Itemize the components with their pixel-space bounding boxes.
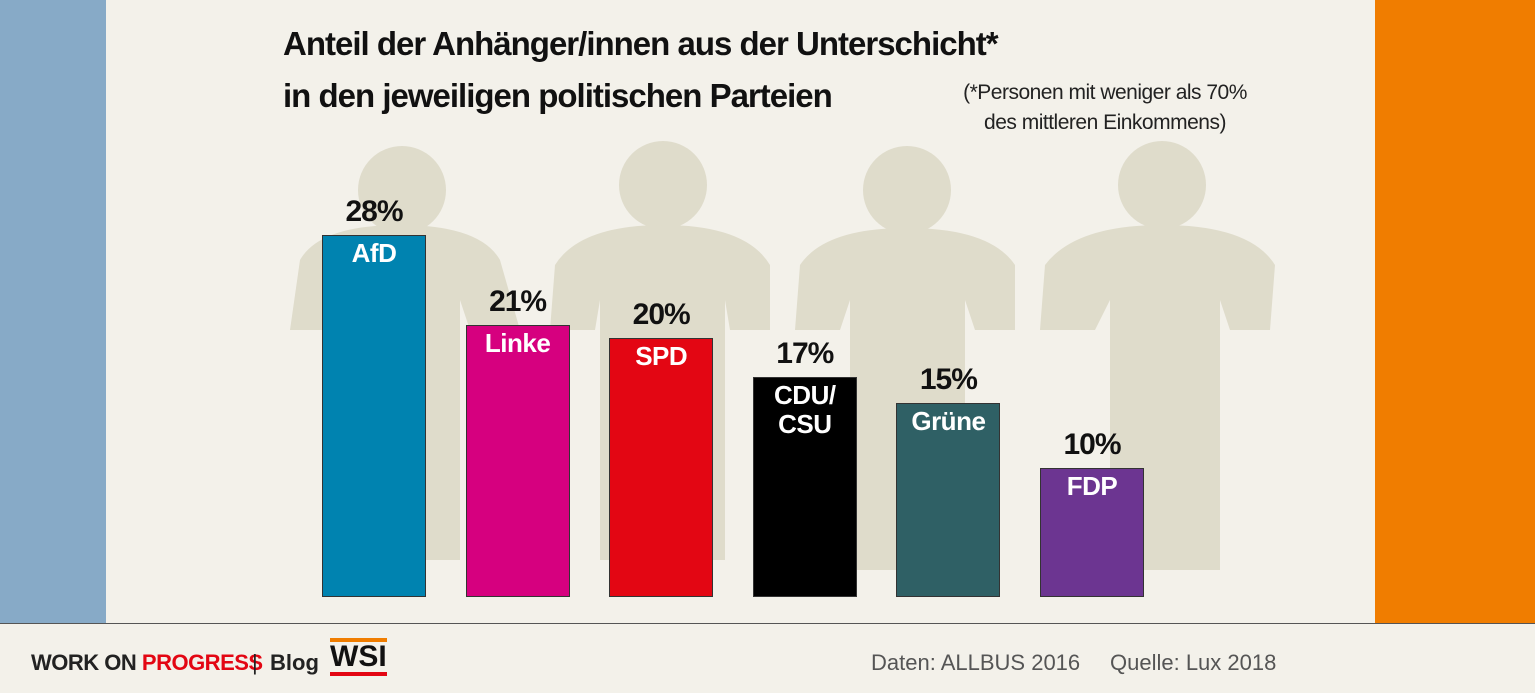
brand: WORK ON PROGRESS bbox=[31, 650, 263, 676]
value-label: 21% bbox=[489, 285, 547, 319]
value-label: 15% bbox=[919, 363, 978, 397]
brand-2: PROGRESS bbox=[141, 650, 263, 675]
data-source: Daten: ALLBUS 2016 bbox=[871, 650, 1081, 675]
footer: WORK ON PROGRESS | Blog WSI Daten: ALLBU… bbox=[0, 623, 1535, 693]
category-label: AfD bbox=[351, 237, 397, 268]
source: Quelle: Lux 2018 bbox=[1110, 650, 1277, 675]
brand-1: WORK ON bbox=[31, 650, 137, 675]
bar bbox=[896, 403, 1001, 597]
category-label: FDP bbox=[1066, 470, 1118, 501]
plot: AfD 28% Linke 21% SPD 20% CDU/ CSU 17% Grüne 15% F… bbox=[322, 194, 1144, 597]
right-strip bbox=[1375, 0, 1535, 623]
bar bbox=[465, 325, 570, 597]
left-strip bbox=[0, 0, 106, 623]
value-label: 20% bbox=[632, 298, 691, 332]
value-label: 17% bbox=[776, 337, 834, 371]
bar bbox=[609, 338, 714, 597]
chart-title: Anteil der Anhänger/innen aus der Unters… bbox=[283, 25, 999, 114]
bar bbox=[322, 234, 426, 597]
bar bbox=[752, 377, 857, 597]
footnote: (*Personen mit weniger als 70% des mittl… bbox=[963, 81, 1247, 134]
blog: Blog bbox=[270, 650, 319, 675]
category-label: Linke bbox=[484, 328, 551, 359]
separator: | bbox=[252, 650, 258, 675]
category-label: Grüne bbox=[911, 406, 986, 437]
bar bbox=[1040, 467, 1144, 597]
value-label: 28% bbox=[345, 194, 403, 228]
value-label: 10% bbox=[1063, 427, 1121, 461]
category-label: SPD bbox=[635, 341, 688, 372]
logo: WSI bbox=[330, 638, 387, 676]
category-label: CDU/ CSU bbox=[774, 380, 836, 440]
